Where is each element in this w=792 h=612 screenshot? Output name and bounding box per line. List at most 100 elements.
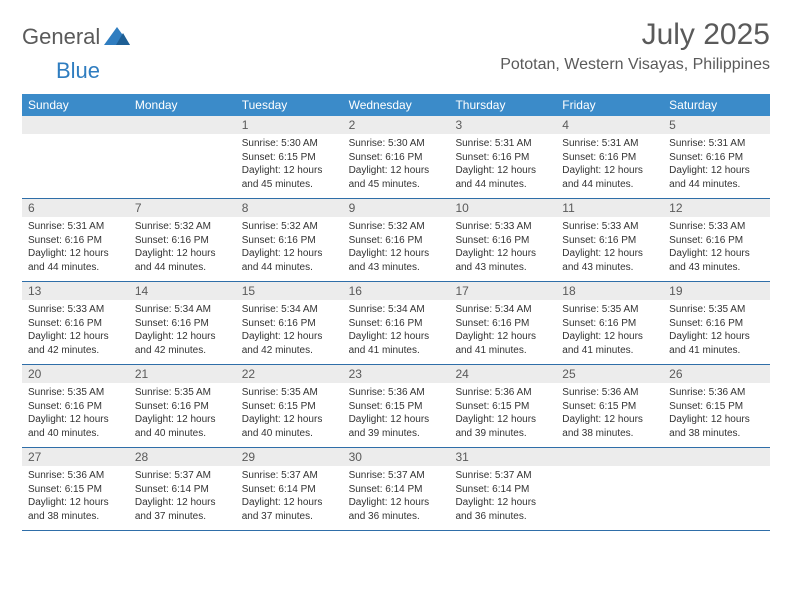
day-dl2: and 37 minutes. — [135, 510, 230, 524]
day-cell: 17Sunrise: 5:34 AMSunset: 6:16 PMDayligh… — [449, 282, 556, 364]
day-body: Sunrise: 5:36 AMSunset: 6:15 PMDaylight:… — [449, 383, 556, 446]
day-sr: Sunrise: 5:32 AM — [135, 220, 230, 234]
day-body: Sunrise: 5:36 AMSunset: 6:15 PMDaylight:… — [556, 383, 663, 446]
day-ss: Sunset: 6:15 PM — [562, 400, 657, 414]
day-sr: Sunrise: 5:33 AM — [669, 220, 764, 234]
day-sr: Sunrise: 5:30 AM — [242, 137, 337, 151]
day-cell — [129, 116, 236, 198]
day-body: Sunrise: 5:37 AMSunset: 6:14 PMDaylight:… — [129, 466, 236, 529]
day-ss: Sunset: 6:14 PM — [135, 483, 230, 497]
day-sr: Sunrise: 5:34 AM — [135, 303, 230, 317]
day-number: 4 — [556, 116, 663, 134]
day-ss: Sunset: 6:15 PM — [455, 400, 550, 414]
day-body: Sunrise: 5:34 AMSunset: 6:16 PMDaylight:… — [449, 300, 556, 363]
day-cell: 18Sunrise: 5:35 AMSunset: 6:16 PMDayligh… — [556, 282, 663, 364]
day-sr: Sunrise: 5:32 AM — [242, 220, 337, 234]
day-body: Sunrise: 5:30 AMSunset: 6:15 PMDaylight:… — [236, 134, 343, 197]
day-sr: Sunrise: 5:37 AM — [135, 469, 230, 483]
weeks-container: 1Sunrise: 5:30 AMSunset: 6:15 PMDaylight… — [22, 116, 770, 531]
day-dl2: and 38 minutes. — [562, 427, 657, 441]
day-ss: Sunset: 6:16 PM — [242, 234, 337, 248]
day-number: 31 — [449, 448, 556, 466]
week-row: 6Sunrise: 5:31 AMSunset: 6:16 PMDaylight… — [22, 199, 770, 282]
day-dl1: Daylight: 12 hours — [28, 247, 123, 261]
day-dl2: and 38 minutes. — [669, 427, 764, 441]
day-cell: 20Sunrise: 5:35 AMSunset: 6:16 PMDayligh… — [22, 365, 129, 447]
day-body: Sunrise: 5:36 AMSunset: 6:15 PMDaylight:… — [22, 466, 129, 529]
day-number: 27 — [22, 448, 129, 466]
dow-friday: Friday — [556, 94, 663, 116]
day-ss: Sunset: 6:14 PM — [349, 483, 444, 497]
day-dl1: Daylight: 12 hours — [242, 164, 337, 178]
day-body: Sunrise: 5:35 AMSunset: 6:16 PMDaylight:… — [22, 383, 129, 446]
day-dl1: Daylight: 12 hours — [562, 164, 657, 178]
day-dl2: and 40 minutes. — [135, 427, 230, 441]
day-ss: Sunset: 6:16 PM — [349, 151, 444, 165]
day-cell: 9Sunrise: 5:32 AMSunset: 6:16 PMDaylight… — [343, 199, 450, 281]
day-cell: 2Sunrise: 5:30 AMSunset: 6:16 PMDaylight… — [343, 116, 450, 198]
day-number: 11 — [556, 199, 663, 217]
day-number: 30 — [343, 448, 450, 466]
day-cell: 11Sunrise: 5:33 AMSunset: 6:16 PMDayligh… — [556, 199, 663, 281]
day-number: 21 — [129, 365, 236, 383]
day-dl2: and 43 minutes. — [349, 261, 444, 275]
day-dl1: Daylight: 12 hours — [349, 330, 444, 344]
day-dl2: and 41 minutes. — [562, 344, 657, 358]
day-sr: Sunrise: 5:36 AM — [28, 469, 123, 483]
day-sr: Sunrise: 5:36 AM — [349, 386, 444, 400]
day-dl1: Daylight: 12 hours — [242, 330, 337, 344]
day-body: Sunrise: 5:31 AMSunset: 6:16 PMDaylight:… — [663, 134, 770, 197]
day-dl1: Daylight: 12 hours — [455, 496, 550, 510]
day-body: Sunrise: 5:36 AMSunset: 6:15 PMDaylight:… — [343, 383, 450, 446]
day-sr: Sunrise: 5:31 AM — [455, 137, 550, 151]
day-sr: Sunrise: 5:33 AM — [455, 220, 550, 234]
day-number — [556, 448, 663, 466]
day-body: Sunrise: 5:36 AMSunset: 6:15 PMDaylight:… — [663, 383, 770, 446]
day-sr: Sunrise: 5:36 AM — [562, 386, 657, 400]
day-cell — [663, 448, 770, 530]
day-ss: Sunset: 6:16 PM — [135, 234, 230, 248]
day-body: Sunrise: 5:30 AMSunset: 6:16 PMDaylight:… — [343, 134, 450, 197]
day-ss: Sunset: 6:14 PM — [242, 483, 337, 497]
day-cell: 10Sunrise: 5:33 AMSunset: 6:16 PMDayligh… — [449, 199, 556, 281]
day-body: Sunrise: 5:33 AMSunset: 6:16 PMDaylight:… — [449, 217, 556, 280]
day-dl2: and 44 minutes. — [242, 261, 337, 275]
day-dl1: Daylight: 12 hours — [28, 496, 123, 510]
day-dl2: and 41 minutes. — [455, 344, 550, 358]
day-body: Sunrise: 5:32 AMSunset: 6:16 PMDaylight:… — [343, 217, 450, 280]
day-number: 12 — [663, 199, 770, 217]
day-dl1: Daylight: 12 hours — [242, 496, 337, 510]
day-sr: Sunrise: 5:35 AM — [135, 386, 230, 400]
day-cell: 14Sunrise: 5:34 AMSunset: 6:16 PMDayligh… — [129, 282, 236, 364]
day-cell — [22, 116, 129, 198]
day-sr: Sunrise: 5:35 AM — [242, 386, 337, 400]
day-dl2: and 45 minutes. — [349, 178, 444, 192]
day-sr: Sunrise: 5:36 AM — [455, 386, 550, 400]
brand-name-a: General — [22, 24, 100, 50]
week-row: 20Sunrise: 5:35 AMSunset: 6:16 PMDayligh… — [22, 365, 770, 448]
day-ss: Sunset: 6:16 PM — [135, 317, 230, 331]
day-dl2: and 40 minutes. — [242, 427, 337, 441]
day-dl2: and 36 minutes. — [349, 510, 444, 524]
day-dl2: and 41 minutes. — [669, 344, 764, 358]
day-dl1: Daylight: 12 hours — [349, 247, 444, 261]
day-sr: Sunrise: 5:35 AM — [28, 386, 123, 400]
day-dl1: Daylight: 12 hours — [135, 247, 230, 261]
day-sr: Sunrise: 5:37 AM — [455, 469, 550, 483]
day-dl2: and 39 minutes. — [349, 427, 444, 441]
day-number: 13 — [22, 282, 129, 300]
day-body: Sunrise: 5:35 AMSunset: 6:16 PMDaylight:… — [556, 300, 663, 363]
day-ss: Sunset: 6:16 PM — [455, 317, 550, 331]
day-cell: 8Sunrise: 5:32 AMSunset: 6:16 PMDaylight… — [236, 199, 343, 281]
day-body: Sunrise: 5:35 AMSunset: 6:16 PMDaylight:… — [663, 300, 770, 363]
day-dl2: and 37 minutes. — [242, 510, 337, 524]
day-number: 15 — [236, 282, 343, 300]
day-cell: 6Sunrise: 5:31 AMSunset: 6:16 PMDaylight… — [22, 199, 129, 281]
day-cell: 27Sunrise: 5:36 AMSunset: 6:15 PMDayligh… — [22, 448, 129, 530]
day-cell: 24Sunrise: 5:36 AMSunset: 6:15 PMDayligh… — [449, 365, 556, 447]
day-number: 7 — [129, 199, 236, 217]
day-number — [22, 116, 129, 134]
day-sr: Sunrise: 5:32 AM — [349, 220, 444, 234]
day-number: 29 — [236, 448, 343, 466]
day-dl1: Daylight: 12 hours — [455, 164, 550, 178]
